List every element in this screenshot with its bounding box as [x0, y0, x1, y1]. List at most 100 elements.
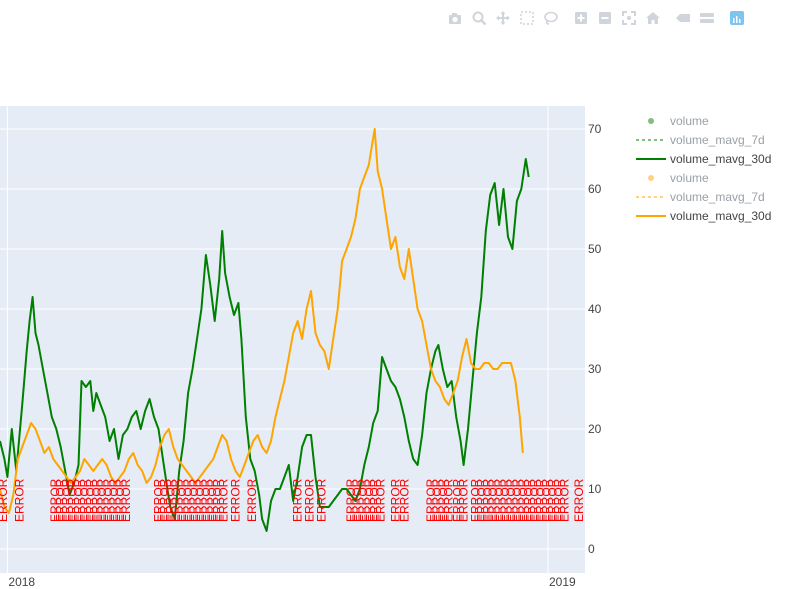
error-label: ERROR	[95, 478, 109, 522]
error-label: ERROR	[510, 478, 524, 522]
box-select-button[interactable]	[518, 9, 536, 27]
error-label: ERROR	[205, 478, 219, 522]
y-tick-label: 60	[588, 182, 602, 196]
error-label: ERROR	[163, 478, 177, 522]
error-label: ERROR	[72, 478, 86, 522]
error-label: ERROR	[374, 478, 388, 522]
lasso-select-button[interactable]	[542, 9, 560, 27]
series-line-0[interactable]	[0, 158, 530, 532]
legend-item[interactable]: volume_mavg_30d	[636, 209, 771, 223]
error-label: ERROR	[572, 478, 586, 522]
error-label: ERROR	[436, 478, 450, 522]
error-label: ERROR	[101, 478, 115, 522]
y-tick-label: 0	[588, 542, 595, 556]
error-label: ERROR	[442, 478, 456, 522]
error-label: ERROR	[303, 478, 317, 522]
error-label: ERROR	[545, 478, 559, 522]
error-label: ERROR	[534, 478, 548, 522]
y-tick-label: 30	[588, 362, 602, 376]
legend-item[interactable]: volume	[648, 171, 709, 185]
home-icon	[646, 12, 660, 24]
x-axis: 2018 2019	[8, 575, 576, 589]
error-label: ERROR	[152, 478, 166, 522]
x-tick-label: 2019	[549, 575, 576, 589]
error-label: ERROR	[430, 478, 444, 522]
legend: volumevolume_mavg_7dvolume_mavg_30dvolum…	[636, 114, 771, 223]
error-labels: ERROR ERROR ERRORERRORERRORERRORERRORERROR…	[0, 478, 586, 522]
camera-button[interactable]	[446, 9, 464, 27]
zoom-out-button[interactable]	[596, 9, 614, 27]
error-label: ERROR	[457, 478, 471, 522]
hover-compare-button[interactable]	[698, 9, 716, 27]
error-label: ERROR	[528, 478, 542, 522]
error-label: ERROR	[66, 478, 80, 522]
error-label: ERROR	[388, 478, 402, 522]
error-label: ERROR	[451, 478, 465, 522]
legend-item[interactable]: volume_mavg_30d	[636, 152, 771, 166]
error-label: ERROR	[48, 478, 62, 522]
error-label: ERROR	[522, 478, 536, 522]
error-label: ERROR	[199, 478, 213, 522]
error-label: ERROR	[119, 478, 133, 522]
autoscale-button[interactable]	[620, 9, 638, 27]
error-label: ERROR	[551, 478, 565, 522]
legend-item[interactable]: volume	[648, 114, 709, 128]
error-label: ERROR	[474, 478, 488, 522]
error-label: ERROR	[54, 478, 68, 522]
y-axis: 0 10 20 30 40 50 60 70	[588, 122, 602, 556]
legend-label: volume	[670, 171, 709, 185]
legend-marker	[648, 118, 654, 124]
error-label: ERROR	[113, 478, 127, 522]
error-label: ERROR	[157, 478, 171, 522]
error-label: ERROR	[540, 478, 554, 522]
error-label: ERROR	[193, 478, 207, 522]
error-label: ERROR	[314, 478, 328, 522]
error-label: ERROR	[480, 478, 494, 522]
zoom-in-button[interactable]	[572, 9, 590, 27]
legend-marker	[648, 175, 654, 181]
hover-compare-icon	[700, 13, 714, 23]
error-label: ERROR	[498, 478, 512, 522]
error-label: ERROR	[557, 478, 571, 522]
error-label: ERROR	[291, 478, 305, 522]
y-tick-label: 40	[588, 302, 602, 316]
error-label: ERROR	[492, 478, 506, 522]
pan-icon	[496, 11, 510, 25]
hover-closest-icon	[676, 14, 690, 22]
plotly-logo-icon	[730, 11, 744, 25]
error-label: ERROR	[187, 478, 201, 522]
error-label: ERROR	[468, 478, 482, 522]
error-label: ERROR	[12, 478, 26, 522]
hover-closest-button[interactable]	[674, 9, 692, 27]
legend-label: volume_mavg_7d	[670, 133, 765, 147]
home-button[interactable]	[644, 9, 662, 27]
error-label: ERROR	[181, 478, 195, 522]
error-label: ERROR	[217, 478, 231, 522]
error-label: ERROR	[516, 478, 530, 522]
y-tick-label: 70	[588, 122, 602, 136]
zoom-icon	[472, 11, 487, 26]
error-label: ERROR	[229, 478, 243, 522]
pan-button[interactable]	[494, 9, 512, 27]
legend-item[interactable]: volume_mavg_7d	[636, 190, 765, 204]
error-label: ERROR	[245, 478, 259, 522]
error-label: ERROR	[486, 478, 500, 522]
legend-item[interactable]: volume_mavg_7d	[636, 133, 765, 147]
error-label: ERROR	[83, 478, 97, 522]
plotly-logo-button[interactable]	[728, 9, 746, 27]
legend-label: volume_mavg_30d	[670, 152, 771, 166]
error-label: ERROR	[169, 478, 183, 522]
lasso-select-icon	[544, 11, 558, 25]
zoom-button[interactable]	[470, 9, 488, 27]
error-label: ERROR	[350, 478, 364, 522]
error-label: ERROR	[211, 478, 225, 522]
y-tick-label: 20	[588, 422, 602, 436]
legend-label: volume_mavg_7d	[670, 190, 765, 204]
camera-icon	[449, 13, 461, 24]
autoscale-icon	[622, 11, 636, 25]
series-line-1[interactable]	[0, 128, 524, 514]
error-label: ERROR	[0, 478, 10, 522]
modebar	[446, 8, 752, 28]
error-label: ERROR	[356, 478, 370, 522]
